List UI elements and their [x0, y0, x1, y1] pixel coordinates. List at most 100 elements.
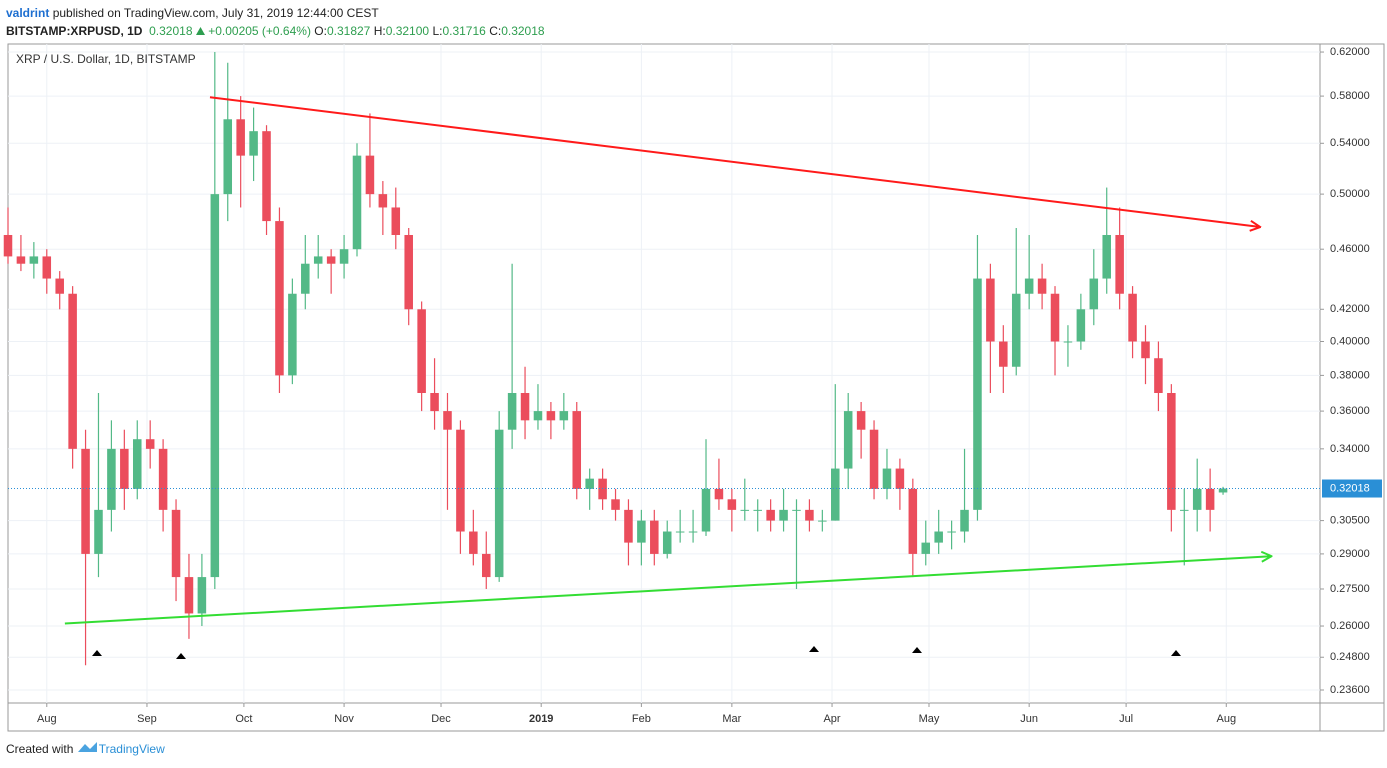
candle-body	[1089, 278, 1099, 310]
candle-body	[378, 194, 388, 208]
candle-body	[3, 234, 13, 257]
candle-body	[934, 531, 943, 543]
candle-body	[68, 293, 77, 449]
candle-body	[249, 131, 258, 156]
candle-body	[210, 194, 220, 578]
trendline	[64, 556, 1272, 625]
candle-body	[29, 256, 39, 264]
candle-body	[275, 221, 284, 376]
chart-title: XRP / U.S. Dollar, 1D, BITSTAMP	[16, 52, 196, 66]
x-tick-label: Oct	[235, 713, 252, 725]
candle-body	[236, 119, 245, 156]
candle-body	[1192, 488, 1202, 510]
candle-body	[132, 439, 142, 489]
candle-body	[42, 256, 52, 279]
candle-body	[701, 488, 711, 532]
candle-body	[895, 468, 905, 489]
header-line: BITSTAMP:XRPUSD, 1D 0.32018 +0.00205 (+0…	[6, 22, 545, 40]
x-tick-label: Feb	[632, 713, 651, 725]
candle-body	[740, 509, 750, 511]
candle-body	[301, 263, 310, 294]
x-tick-label: Aug	[1216, 713, 1236, 725]
y-tick-label: 0.27500	[1330, 583, 1370, 595]
marker	[912, 647, 922, 653]
candle-body	[753, 509, 762, 511]
candle-body	[688, 531, 698, 533]
candle-body	[831, 468, 840, 521]
candle-body	[947, 531, 956, 533]
trendline	[209, 96, 1260, 227]
up-icon	[195, 27, 205, 35]
candle-body	[339, 249, 349, 264]
candle-body	[714, 488, 724, 500]
y-tick-label: 0.58000	[1330, 90, 1370, 102]
marker	[1171, 650, 1181, 656]
candles	[3, 52, 1228, 666]
candle-body	[624, 509, 633, 543]
candle-body	[533, 411, 543, 421]
candle-body	[973, 278, 982, 510]
price: 0.32018	[149, 24, 193, 38]
y-tick-label: 0.30500	[1330, 515, 1370, 527]
candle-body	[766, 509, 775, 521]
marker	[176, 653, 186, 659]
low-markers	[92, 646, 1181, 659]
x-tick-label: Dec	[431, 713, 451, 725]
candle-body	[546, 411, 556, 421]
footer: Created with TradingView	[6, 741, 165, 756]
candle-body	[960, 509, 969, 532]
x-tick-label: 2019	[529, 713, 553, 725]
candle-body	[313, 256, 323, 264]
c-label: C:	[489, 24, 502, 38]
candle-body	[792, 509, 801, 511]
candle-body	[197, 577, 207, 614]
published: published on TradingView.com, July 31, 2…	[52, 6, 379, 20]
candle-body	[650, 520, 659, 554]
candle-body	[818, 520, 827, 522]
x-tick-label: Aug	[37, 713, 57, 725]
candle-body	[352, 155, 362, 250]
brand[interactable]: TradingView	[98, 742, 165, 756]
candle-body	[843, 411, 853, 469]
chart: XRP / U.S. Dollar, 1D, BITSTAMP 0.62000 0…	[3, 43, 1385, 732]
candle-body	[1167, 392, 1176, 510]
y-tick-label: 0.34000	[1330, 443, 1370, 455]
logo	[77, 742, 97, 752]
grid	[8, 44, 1320, 703]
candle-body	[107, 448, 116, 510]
candle-body	[986, 278, 995, 342]
candle-body	[999, 341, 1008, 367]
candle-body	[779, 509, 788, 521]
candle-body	[1115, 234, 1124, 294]
candle-body	[727, 499, 737, 510]
candle-body	[1180, 509, 1189, 511]
candle-body	[417, 309, 426, 393]
candle-body	[1050, 293, 1060, 342]
candle-body	[184, 577, 194, 614]
candle-body	[882, 468, 892, 489]
author[interactable]: valdrint	[6, 6, 50, 20]
y-tick-label: 0.36000	[1330, 405, 1370, 417]
x-tick-label: Apr	[823, 713, 840, 725]
candle-body	[430, 392, 439, 412]
y-tick-label: 0.62000	[1330, 46, 1370, 58]
x-tick-label: Sep	[137, 713, 157, 725]
last-price-box	[1322, 479, 1382, 498]
x-tick-label: Jul	[1119, 713, 1133, 725]
high: 0.32100	[385, 24, 430, 38]
symbol: BITSTAMP:XRPUSD, 1D	[6, 24, 143, 38]
candle-body	[1205, 488, 1215, 510]
candle-body	[145, 439, 155, 449]
candle-body	[856, 411, 866, 430]
candle-body	[469, 531, 478, 554]
candle-body	[1037, 278, 1047, 294]
candle-body	[908, 488, 918, 554]
candle-body	[869, 429, 879, 489]
candle-body	[55, 278, 64, 294]
candle-body	[611, 499, 620, 510]
x-tick-label: May	[919, 713, 940, 725]
last-price-label: 0.32018	[1330, 482, 1370, 494]
y-tick-label: 0.38000	[1330, 369, 1370, 381]
header-line: valdrint published on TradingView.com, J…	[6, 4, 545, 22]
y-tick-label: 0.26000	[1330, 620, 1370, 632]
